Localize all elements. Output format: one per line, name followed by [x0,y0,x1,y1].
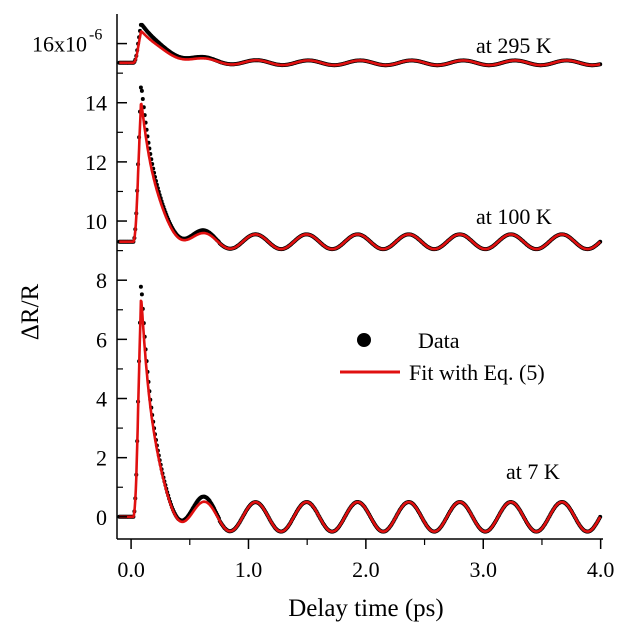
x-tick-label: 1.0 [235,557,263,582]
data-points [117,284,603,534]
data-point [140,97,145,101]
y-tick-label: 16x10 [32,32,87,57]
fit-line [118,30,601,67]
y-tick-label: 8 [96,268,107,293]
y-tick-label: 10 [85,209,107,234]
x-axis-title: Delay time (ps) [288,595,444,622]
annotation-100k: at 100 K [476,204,552,229]
y-axis-title: ΔR/R [17,283,44,340]
y-tick-label: 2 [96,446,107,471]
legend-data-marker [357,333,371,347]
data-point [139,292,144,297]
annotation-295k: at 295 K [476,33,552,58]
y-tick-label: 4 [96,387,107,412]
data-point [139,88,144,93]
data-point [138,85,143,90]
x-tick-label: 0.0 [117,557,145,582]
y-tick-label: 12 [85,150,107,175]
y-tick-label: 14 [85,91,107,116]
fit-line [118,102,602,251]
plot-area [117,22,603,534]
legend-data-label: Data [418,328,460,353]
x-tick-label: 2.0 [352,557,380,582]
y-tick-label: 6 [96,327,107,352]
legend-fit-label: Fit with Eq. (5) [409,360,545,385]
data-point [138,284,143,289]
y-tick-exponent: -6 [89,27,102,44]
x-tick-label: 4.0 [587,557,615,582]
x-tick-label: 3.0 [470,557,498,582]
axes: 0 2 4 6 8 10 12 14 16x10 -6 0.0 1.0 2.0 3.0 4.0 [32,14,614,582]
y-tick-label: 0 [96,505,107,530]
annotation-7k: at 7 K [506,459,560,484]
legend: Data Fit with Eq. (5) [340,328,545,385]
fit-line [118,299,602,533]
